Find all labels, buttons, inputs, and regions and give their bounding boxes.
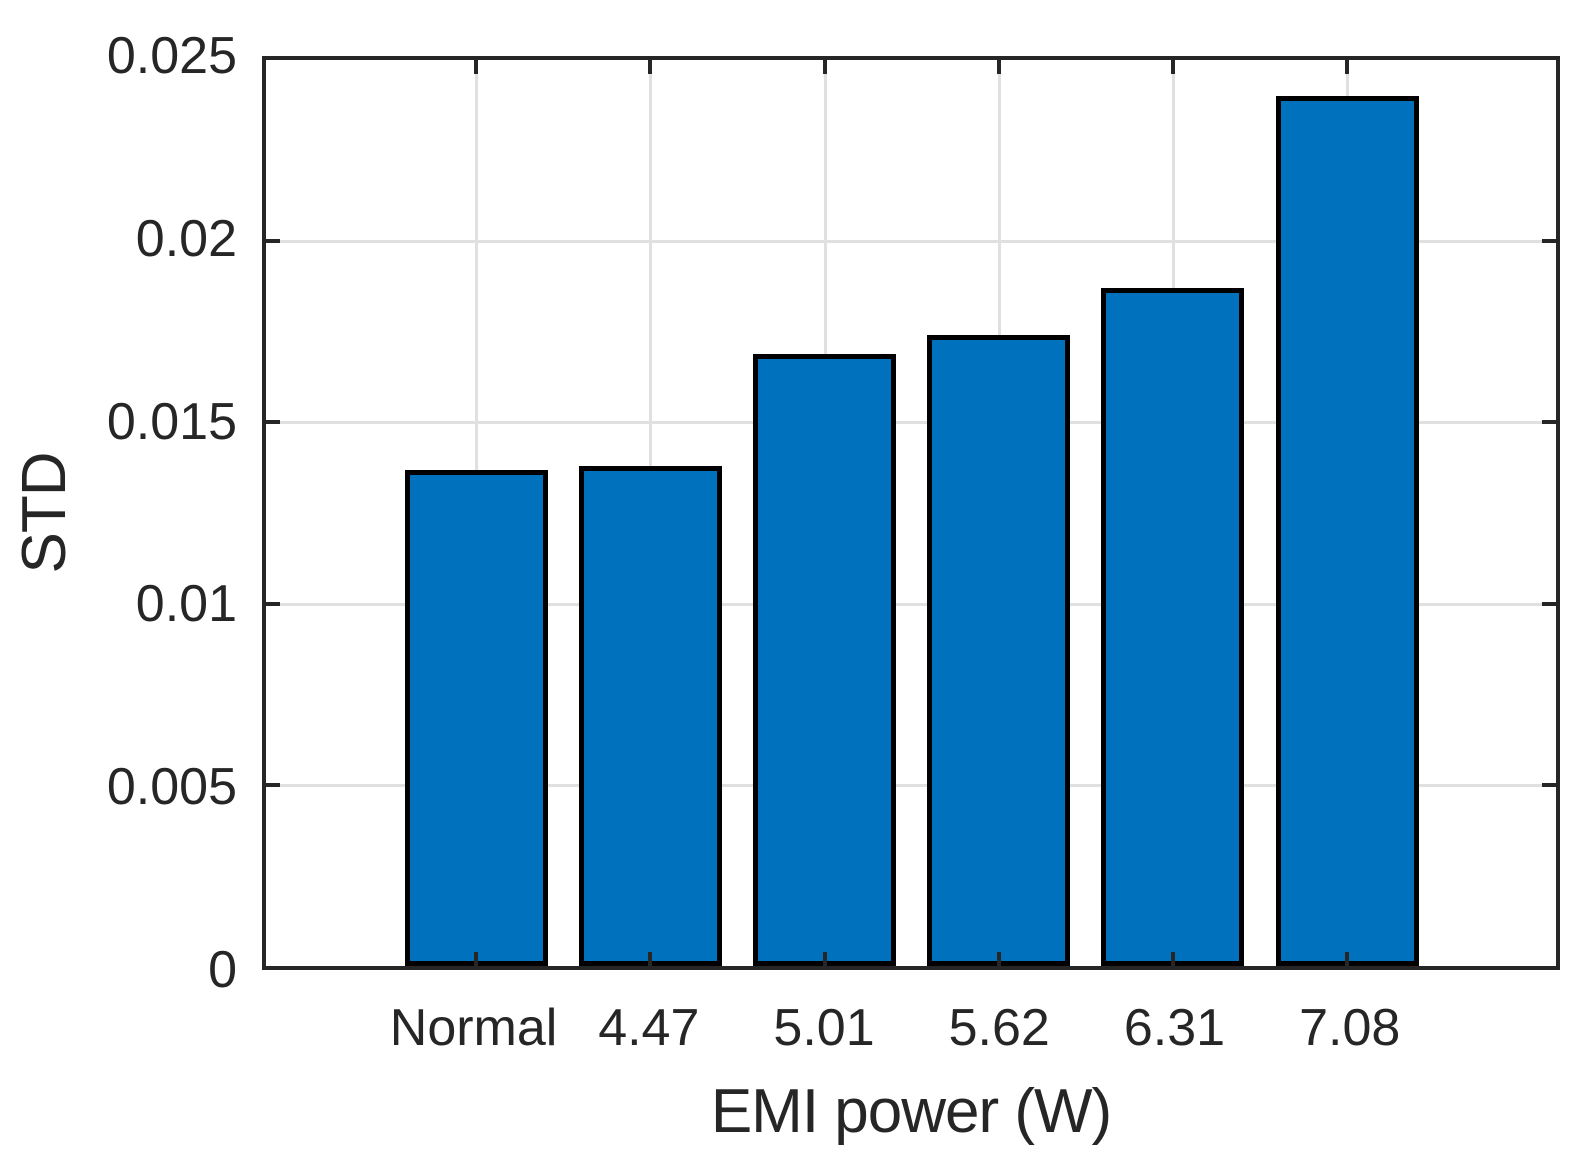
x-tick-mark	[648, 952, 653, 966]
x-tick-mark	[1345, 952, 1350, 966]
x-tick-mark	[996, 952, 1001, 966]
x-tick-mark	[474, 952, 479, 966]
x-tick-mark	[474, 60, 479, 74]
y-tick-mark	[266, 239, 280, 244]
bar-5.01	[753, 353, 897, 966]
bar-6.31	[1101, 288, 1245, 966]
x-tick-label: 4.47	[598, 999, 700, 1057]
x-tick-mark	[1170, 60, 1175, 74]
x-tick-label: 5.01	[773, 999, 875, 1057]
bar-7.08	[1275, 96, 1419, 966]
x-tick-mark	[996, 60, 1001, 74]
x-tick-mark	[822, 60, 827, 74]
horizontal-gridline	[266, 240, 1556, 244]
y-tick-label: 0.01	[135, 575, 237, 634]
y-tick-label: 0.015	[106, 392, 237, 451]
bar-normal	[404, 469, 548, 966]
x-tick-mark	[1345, 60, 1350, 74]
x-tick-mark	[822, 952, 827, 966]
y-tick-mark	[266, 420, 280, 425]
y-tick-mark	[1542, 239, 1556, 244]
x-tick-label: 5.62	[948, 999, 1050, 1057]
bar-4.47	[578, 465, 722, 966]
x-tick-label: 7.08	[1299, 999, 1401, 1057]
plot-area	[262, 56, 1560, 970]
y-tick-mark	[266, 782, 280, 787]
x-tick-mark	[1170, 952, 1175, 966]
y-tick-label: 0	[208, 941, 237, 999]
x-tick-mark	[648, 60, 653, 74]
y-tick-mark	[1542, 420, 1556, 425]
y-tick-label: 0.025	[106, 27, 237, 85]
y-tick-label: 0.02	[135, 209, 237, 268]
y-axis-title: STD	[10, 452, 79, 574]
y-tick-mark	[1542, 782, 1556, 787]
x-tick-label: Normal	[389, 999, 558, 1057]
y-tick-mark	[1542, 601, 1556, 606]
bar-5.62	[927, 335, 1071, 966]
y-tick-mark	[266, 601, 280, 606]
horizontal-gridline	[266, 602, 1556, 606]
x-axis-title: EMI power (W)	[710, 1077, 1112, 1146]
x-tick-label: 6.31	[1123, 999, 1226, 1057]
y-tick-label: 0.005	[106, 758, 237, 817]
horizontal-gridline	[266, 783, 1556, 787]
horizontal-gridline	[266, 421, 1556, 425]
